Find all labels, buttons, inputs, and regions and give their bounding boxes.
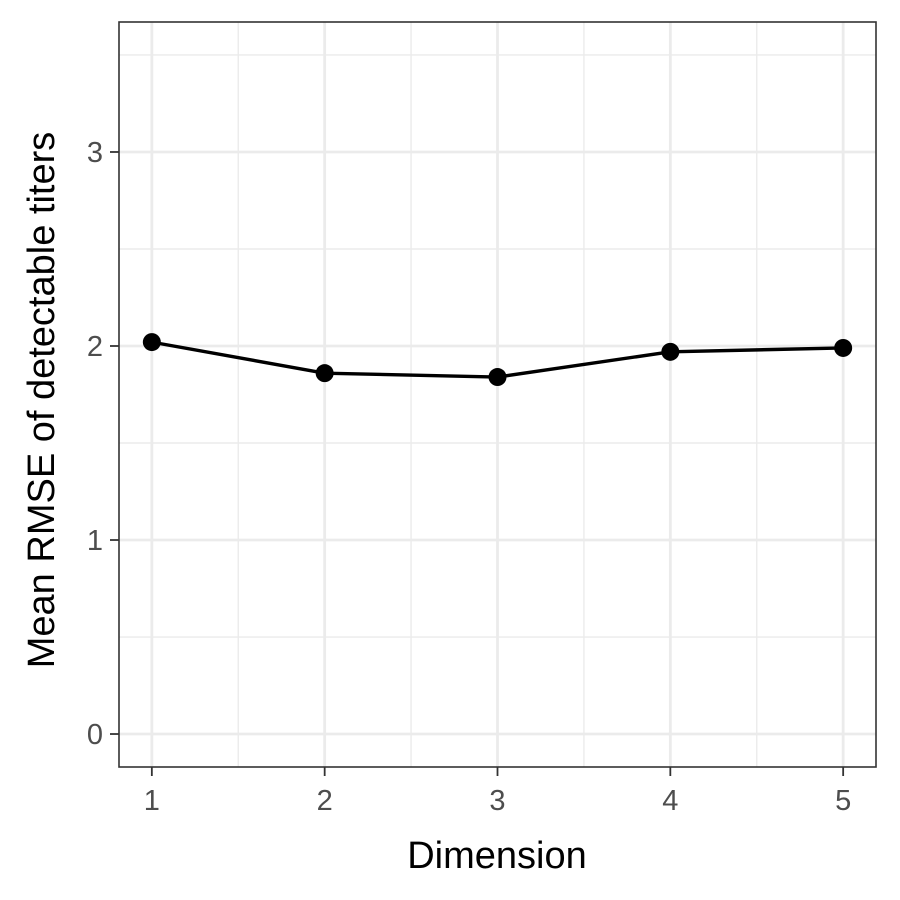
x-tick-label: 3 xyxy=(489,785,505,817)
axis-tick-labels: 1 2 3 4 5 0 1 2 3 xyxy=(87,137,851,817)
major-gridlines xyxy=(119,22,876,767)
y-tick-label: 2 xyxy=(87,331,103,363)
x-tick-label: 2 xyxy=(317,785,333,817)
y-tick-label: 1 xyxy=(87,525,103,557)
data-point xyxy=(834,338,853,357)
y-tick-label: 3 xyxy=(87,137,103,169)
data-point xyxy=(142,333,161,352)
series-layer xyxy=(142,333,853,387)
x-tick-label: 1 xyxy=(144,785,160,817)
x-tick-label: 5 xyxy=(835,785,851,817)
axis-ticks xyxy=(110,151,845,776)
x-tick-label: 4 xyxy=(662,785,678,817)
x-axis-title: Dimension xyxy=(407,835,587,877)
data-point xyxy=(488,368,507,387)
y-tick-label: 0 xyxy=(87,719,103,751)
data-point xyxy=(315,364,334,383)
data-point xyxy=(661,342,680,361)
y-axis-title: Mean RMSE of detectable titers xyxy=(21,132,63,668)
